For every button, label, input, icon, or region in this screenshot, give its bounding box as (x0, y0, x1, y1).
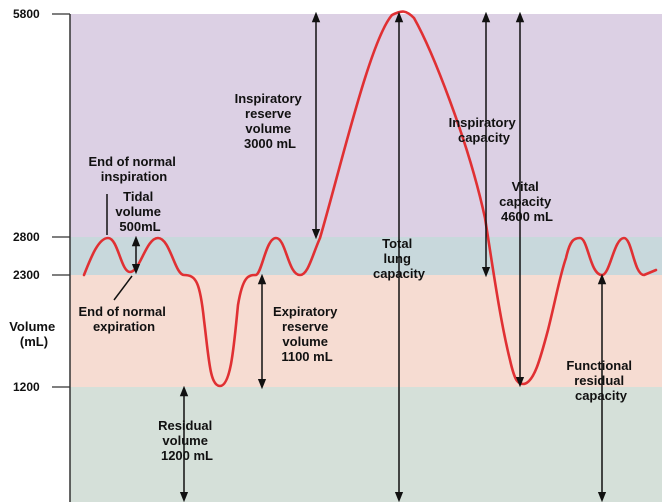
tick-label-2300: 2300 (13, 268, 40, 282)
irv-zone (70, 14, 662, 237)
erv-zone (70, 275, 662, 387)
end-expiration-pointer (113, 275, 133, 301)
tlc-label: Total lung capacity (373, 236, 426, 281)
irv-label: Inspiratory reserve volume 3000 mL (235, 91, 306, 151)
tick-label-5800: 5800 (13, 7, 40, 21)
tidal-volume-label: Tidal volume 500mL (115, 189, 164, 234)
rv-zone (70, 387, 662, 502)
tick-label-2800: 2800 (13, 230, 40, 244)
rv-label: Residual volume 1200 mL (158, 418, 216, 463)
vc-label: Vital capacity 4600 mL (499, 179, 555, 224)
erv-label: Expiratory reserve volume 1100 mL (273, 304, 341, 364)
tidal-zone (70, 237, 662, 275)
spirogram-curve (82, 10, 658, 388)
y-axis-title: Volume (mL) (9, 319, 59, 349)
ic-label: Inspiratory capacity (449, 115, 520, 145)
end-expiration-label: End of normal expiration (78, 304, 169, 334)
end-inspiration-label: End of normal inspiration (88, 154, 179, 184)
tick-label-1200: 1200 (13, 380, 40, 394)
frc-label: Functional residual capacity (566, 358, 635, 403)
